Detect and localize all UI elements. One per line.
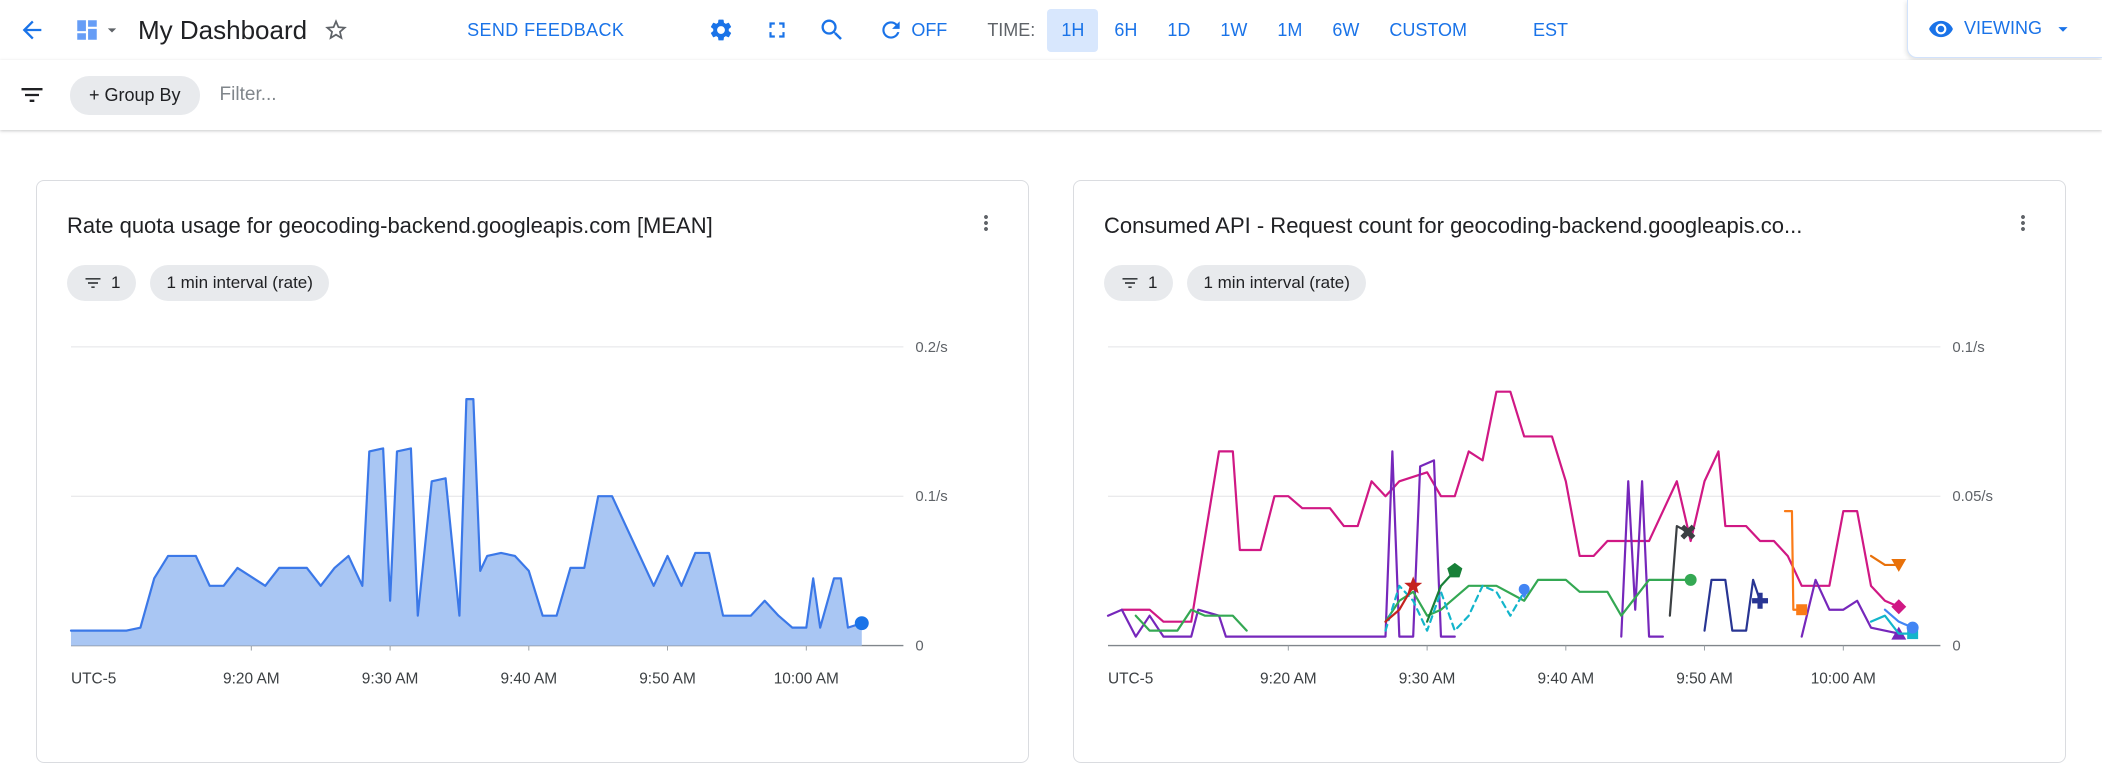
star-icon <box>323 17 349 43</box>
fullscreen-button[interactable] <box>764 17 790 43</box>
zoom-magnifier-icon <box>818 16 846 44</box>
dashboard-switcher[interactable] <box>74 17 122 43</box>
svg-text:0.1/s: 0.1/s <box>915 488 947 505</box>
group-by-chip[interactable]: + Group By <box>70 75 200 115</box>
svg-text:0: 0 <box>1952 638 1960 655</box>
svg-text:9:50 AM: 9:50 AM <box>639 670 696 687</box>
svg-text:9:40 AM: 9:40 AM <box>501 670 558 687</box>
top-bar: My Dashboard SEND FEEDBACK OFF TIME: 1H … <box>0 0 2102 60</box>
chevron-down-icon <box>102 20 122 40</box>
svg-text:9:50 AM: 9:50 AM <box>1676 670 1733 687</box>
svg-text:0.1/s: 0.1/s <box>1952 339 1984 356</box>
filter-list-button[interactable] <box>18 81 46 109</box>
viewing-button[interactable]: VIEWING <box>1906 0 2102 58</box>
filter-count-chip[interactable]: 1 <box>1104 265 1174 301</box>
auto-refresh-toggle[interactable]: OFF <box>878 17 947 43</box>
filter-input[interactable] <box>217 83 582 107</box>
time-range-1d[interactable]: 1D <box>1153 9 1204 52</box>
time-range-group: 1H 6H 1D 1W 1M 6W CUSTOM <box>1047 8 1481 52</box>
filter-count-label: 1 <box>1148 273 1158 292</box>
time-range-1m[interactable]: 1M <box>1263 9 1316 52</box>
time-range-6w[interactable]: 6W <box>1318 9 1373 52</box>
chart-title: Consumed API - Request count for geocodi… <box>1104 213 1803 238</box>
svg-text:9:30 AM: 9:30 AM <box>362 670 419 687</box>
interval-label: 1 min interval (rate) <box>166 273 313 292</box>
dashboard-grid-icon <box>74 17 100 43</box>
time-range-1w[interactable]: 1W <box>1206 9 1261 52</box>
more-options-button[interactable] <box>2011 211 2035 235</box>
settings-button[interactable] <box>708 17 734 43</box>
timezone-label[interactable]: EST <box>1533 19 1569 40</box>
svg-text:9:20 AM: 9:20 AM <box>223 670 280 687</box>
gear-icon <box>708 17 734 43</box>
svg-text:UTC-5: UTC-5 <box>1108 670 1153 687</box>
svg-text:0.2/s: 0.2/s <box>915 339 947 356</box>
time-label: TIME: <box>987 19 1036 40</box>
send-feedback-link[interactable]: SEND FEEDBACK <box>467 19 625 40</box>
fullscreen-icon <box>764 17 790 43</box>
svg-text:UTC-5: UTC-5 <box>71 670 116 687</box>
chevron-down-icon <box>2052 18 2074 40</box>
svg-text:10:00 AM: 10:00 AM <box>774 670 839 687</box>
consumed-api-chart[interactable]: 0.1/s 0.05/s 0 UTC-5 9:20 AM 9:30 AM 9:40 AM 9:… <box>1104 313 2035 711</box>
filter-list-icon <box>18 81 46 109</box>
group-by-label: + Group By <box>89 84 181 105</box>
time-range-custom[interactable]: CUSTOM <box>1375 9 1481 52</box>
interval-label: 1 min interval (rate) <box>1203 273 1350 292</box>
interval-chip[interactable]: 1 min interval (rate) <box>150 265 329 301</box>
funnel-icon <box>83 273 103 293</box>
svg-text:9:40 AM: 9:40 AM <box>1538 670 1595 687</box>
funnel-icon <box>1120 273 1140 293</box>
back-arrow-icon <box>18 16 46 44</box>
page-title: My Dashboard <box>138 14 308 45</box>
chart-chips: 1 1 min interval (rate) <box>67 265 998 301</box>
svg-text:9:20 AM: 9:20 AM <box>1260 670 1317 687</box>
chart-title: Rate quota usage for geocoding-backend.g… <box>67 213 713 238</box>
chart-chips: 1 1 min interval (rate) <box>1104 265 2035 301</box>
chart-card-consumed-api: Consumed API - Request count for geocodi… <box>1073 180 2066 763</box>
svg-text:0: 0 <box>915 638 923 655</box>
refresh-icon <box>878 17 904 43</box>
time-range-1h[interactable]: 1H <box>1047 8 1099 52</box>
svg-text:9:30 AM: 9:30 AM <box>1399 670 1456 687</box>
filter-count-chip[interactable]: 1 <box>67 265 137 301</box>
dashboard-content: Rate quota usage for geocoding-backend.g… <box>0 130 2102 763</box>
star-button[interactable] <box>323 17 349 43</box>
kebab-menu-icon <box>974 211 998 235</box>
rate-quota-chart[interactable]: 0.2/s 0.1/s 0 UTC-5 9:20 AM 9:30 AM 9:40 AM 9:5… <box>67 313 998 711</box>
kebab-menu-icon <box>2011 211 2035 235</box>
refresh-state-label: OFF <box>911 19 948 40</box>
time-range-6h[interactable]: 6H <box>1100 9 1151 52</box>
zoom-button[interactable] <box>818 16 846 44</box>
interval-chip[interactable]: 1 min interval (rate) <box>1187 265 1366 301</box>
viewing-label: VIEWING <box>1963 18 2042 38</box>
svg-text:10:00 AM: 10:00 AM <box>1811 670 1876 687</box>
chart-card-rate-quota: Rate quota usage for geocoding-backend.g… <box>36 180 1029 763</box>
filter-bar: + Group By <box>0 60 2102 130</box>
more-options-button[interactable] <box>974 211 998 235</box>
eye-icon <box>1928 16 1954 42</box>
back-button[interactable] <box>18 16 46 44</box>
filter-count-label: 1 <box>111 273 121 292</box>
svg-text:0.05/s: 0.05/s <box>1952 488 1993 505</box>
